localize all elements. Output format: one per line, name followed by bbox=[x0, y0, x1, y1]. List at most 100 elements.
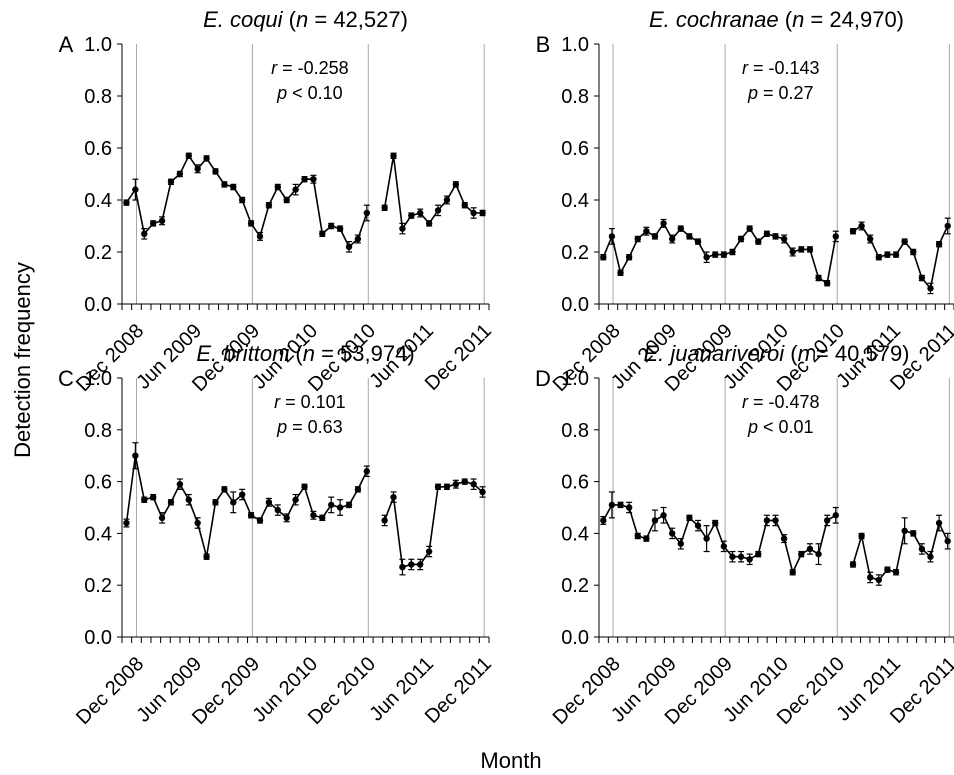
data-point bbox=[176, 480, 184, 488]
data-point bbox=[600, 517, 607, 524]
data-point bbox=[935, 241, 943, 248]
data-point bbox=[238, 491, 246, 498]
y-tick-label: 0.0 bbox=[561, 294, 589, 316]
data-point bbox=[123, 199, 130, 206]
y-tick-label: 0.6 bbox=[84, 472, 112, 494]
y-tick-label: 0.8 bbox=[561, 420, 589, 442]
data-point bbox=[185, 152, 192, 159]
data-point bbox=[720, 251, 728, 258]
series-line bbox=[852, 224, 949, 291]
stat-r: r = -0.143 bbox=[742, 58, 820, 78]
data-point bbox=[944, 222, 951, 230]
data-point bbox=[617, 501, 624, 509]
data-point bbox=[806, 246, 814, 253]
data-point bbox=[651, 517, 659, 524]
data-point bbox=[158, 514, 166, 522]
data-point bbox=[443, 196, 451, 204]
y-tick-label: 0.2 bbox=[84, 242, 112, 264]
title-n: (n = 42,527) bbox=[289, 7, 408, 32]
data-point bbox=[247, 220, 255, 227]
data-point bbox=[806, 545, 814, 553]
data-point bbox=[319, 514, 326, 522]
data-point bbox=[390, 152, 397, 159]
y-tick-label: 0.6 bbox=[84, 138, 112, 160]
y-tick-label: 0.4 bbox=[561, 523, 589, 545]
data-point bbox=[815, 550, 822, 558]
data-point bbox=[274, 506, 281, 514]
x-axis-label: Month bbox=[480, 748, 541, 773]
data-point bbox=[417, 209, 424, 217]
data-point bbox=[185, 496, 192, 503]
data-point bbox=[238, 196, 246, 204]
data-point bbox=[310, 512, 317, 519]
series-line bbox=[602, 504, 837, 575]
data-point bbox=[677, 540, 684, 547]
data-point bbox=[256, 517, 264, 524]
data-point bbox=[703, 254, 710, 261]
title-species: E. cochranae bbox=[649, 7, 785, 32]
data-point bbox=[660, 512, 667, 519]
data-point bbox=[310, 176, 317, 183]
data-point bbox=[763, 517, 771, 524]
data-point bbox=[789, 248, 796, 256]
data-point bbox=[668, 530, 676, 537]
data-point bbox=[461, 478, 468, 485]
data-point bbox=[643, 228, 650, 235]
data-point bbox=[746, 225, 753, 232]
title-species: E. coqui bbox=[203, 7, 289, 32]
series-group bbox=[600, 491, 951, 586]
data-point bbox=[927, 553, 934, 560]
series-group bbox=[123, 152, 486, 253]
title-species: E. brittoni bbox=[196, 341, 295, 366]
data-point bbox=[452, 480, 460, 488]
data-point bbox=[617, 269, 624, 276]
data-point bbox=[158, 217, 166, 224]
data-point bbox=[677, 225, 684, 232]
data-point bbox=[132, 186, 139, 193]
series-line bbox=[852, 520, 949, 581]
data-point bbox=[301, 176, 308, 183]
data-point bbox=[194, 165, 201, 172]
data-point bbox=[729, 248, 736, 256]
y-tick-label: 0.2 bbox=[561, 575, 589, 597]
stat-p: p < 0.10 bbox=[276, 83, 343, 103]
data-point bbox=[720, 543, 728, 550]
data-point bbox=[256, 233, 264, 240]
data-point bbox=[319, 230, 326, 237]
y-tick-label: 0.2 bbox=[84, 575, 112, 597]
data-point bbox=[875, 576, 883, 584]
title-n: (n = 40,579) bbox=[790, 341, 909, 366]
data-point bbox=[927, 285, 934, 292]
y-tick-label: 0.4 bbox=[84, 190, 112, 212]
data-point bbox=[918, 274, 926, 282]
y-tick-label: 0.0 bbox=[561, 627, 589, 649]
data-point bbox=[712, 519, 719, 527]
data-point bbox=[884, 251, 891, 258]
data-point bbox=[918, 545, 926, 553]
data-point bbox=[815, 274, 822, 282]
data-point bbox=[867, 574, 874, 581]
y-tick-label: 0.6 bbox=[561, 138, 589, 160]
series-line bbox=[125, 154, 368, 249]
data-point bbox=[935, 519, 943, 527]
y-tick-label: 0.6 bbox=[561, 472, 589, 494]
data-point bbox=[686, 514, 693, 522]
data-point bbox=[265, 202, 273, 209]
data-point bbox=[408, 212, 415, 219]
data-point bbox=[470, 480, 477, 488]
data-point bbox=[354, 486, 362, 493]
data-point bbox=[479, 488, 486, 496]
y-tick-label: 0.0 bbox=[84, 627, 112, 649]
data-point bbox=[798, 246, 805, 253]
y-tick-label: 1.0 bbox=[84, 34, 112, 56]
panel-title: E. coqui (n = 42,527) bbox=[203, 7, 408, 32]
data-point bbox=[634, 532, 641, 540]
stat-p: p = 0.27 bbox=[747, 83, 814, 103]
data-point bbox=[858, 532, 865, 540]
data-point bbox=[425, 548, 433, 555]
data-point bbox=[694, 238, 702, 245]
y-tick-label: 1.0 bbox=[84, 368, 112, 390]
data-point bbox=[823, 280, 831, 287]
data-point bbox=[212, 499, 219, 506]
data-point bbox=[141, 230, 148, 237]
